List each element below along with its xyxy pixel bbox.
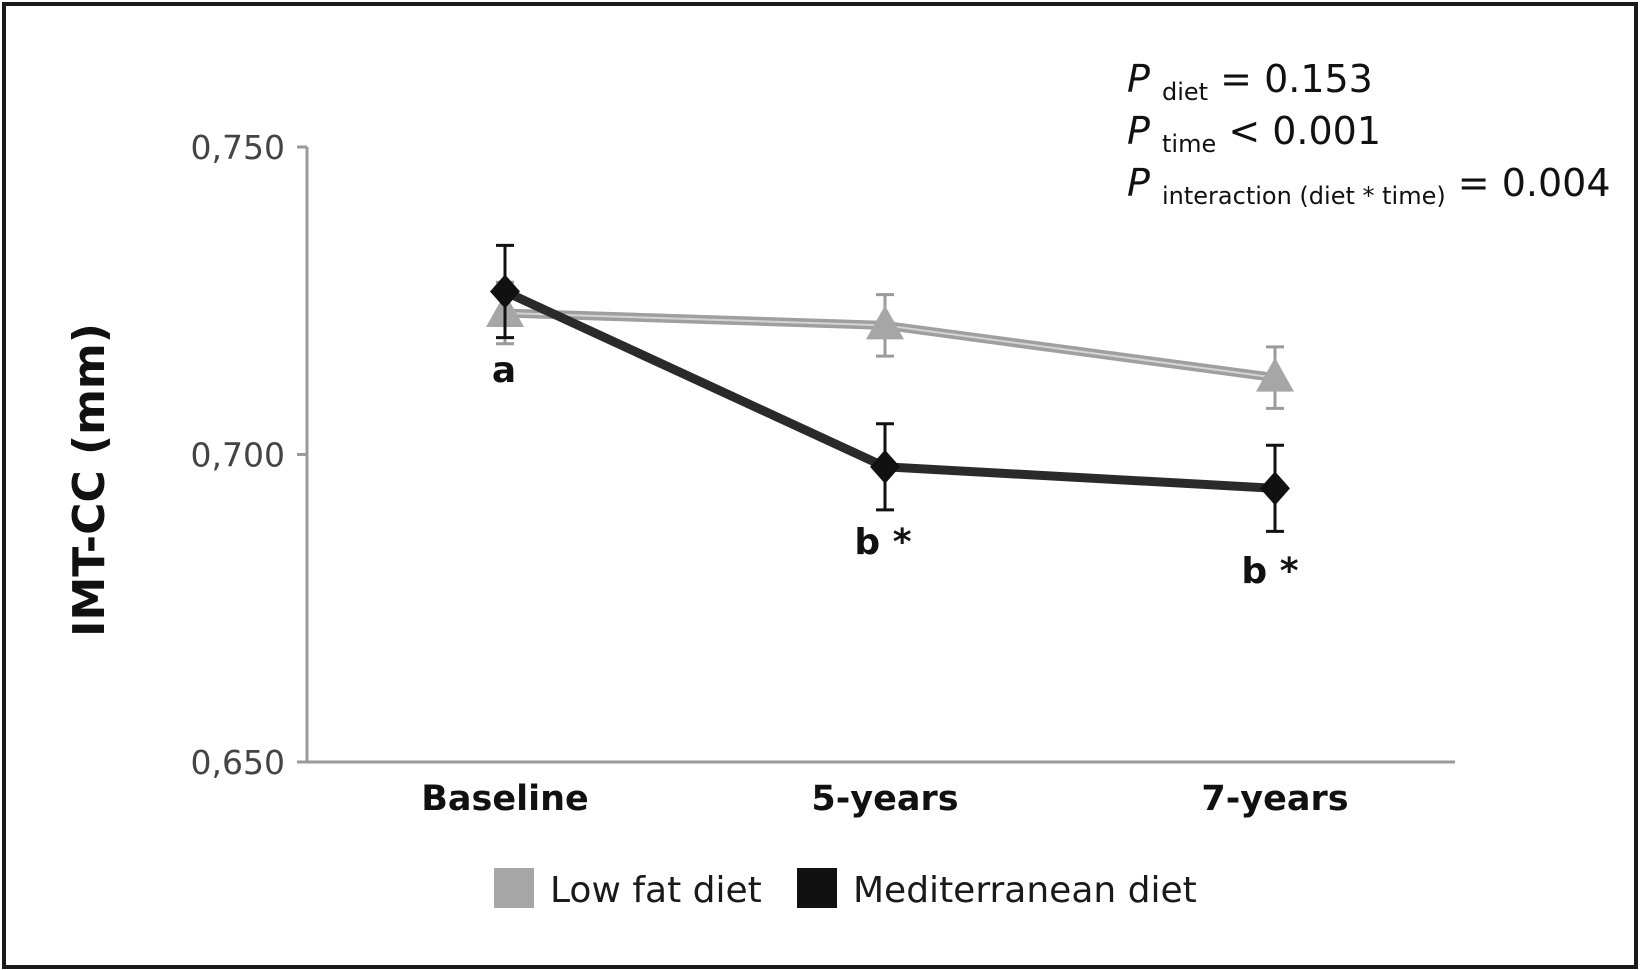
y-ticks: 0,650 0,700 0,750: [191, 128, 307, 782]
y-tick-label: 0,700: [191, 436, 285, 475]
x-category-label: 7-years: [1201, 779, 1348, 819]
legend-item-mediterranean: Mediterranean diet: [797, 868, 1197, 911]
x-category-label: Baseline: [421, 779, 589, 819]
p-value-line: P diet = 0.153: [1127, 57, 1373, 106]
legend-label: Low fat diet: [550, 870, 762, 911]
x-category-label: 5-years: [811, 779, 958, 819]
y-tick-label: 0,650: [191, 743, 285, 782]
significance-annotation: b *: [1241, 551, 1298, 592]
legend-item-low-fat: Low fat diet: [494, 868, 762, 911]
y-tick-label: 0,750: [191, 128, 285, 167]
y-axis-label: IMT-CC (mm): [64, 323, 115, 637]
legend-swatch: [494, 868, 534, 908]
data-point: [490, 274, 520, 309]
data-point: [870, 449, 900, 484]
legend: Low fat diet Mediterranean diet: [494, 868, 1197, 911]
p-value-line: P interaction (diet * time) = 0.004: [1127, 161, 1611, 210]
series-low-fat: [486, 280, 1294, 410]
legend-swatch: [797, 868, 837, 908]
data-point: [866, 305, 904, 340]
series-mediterranean: [490, 243, 1290, 533]
data-point: [1260, 471, 1290, 506]
series-group: [486, 243, 1294, 533]
legend-label: Mediterranean diet: [853, 870, 1197, 911]
annotations: a b * b *: [492, 350, 1299, 592]
data-point: [1256, 357, 1294, 392]
p-value-line: P time < 0.001: [1127, 109, 1381, 158]
x-category-labels: Baseline 5-years 7-years: [421, 779, 1348, 819]
significance-annotation: a: [492, 350, 516, 391]
significance-annotation: b *: [854, 522, 911, 563]
